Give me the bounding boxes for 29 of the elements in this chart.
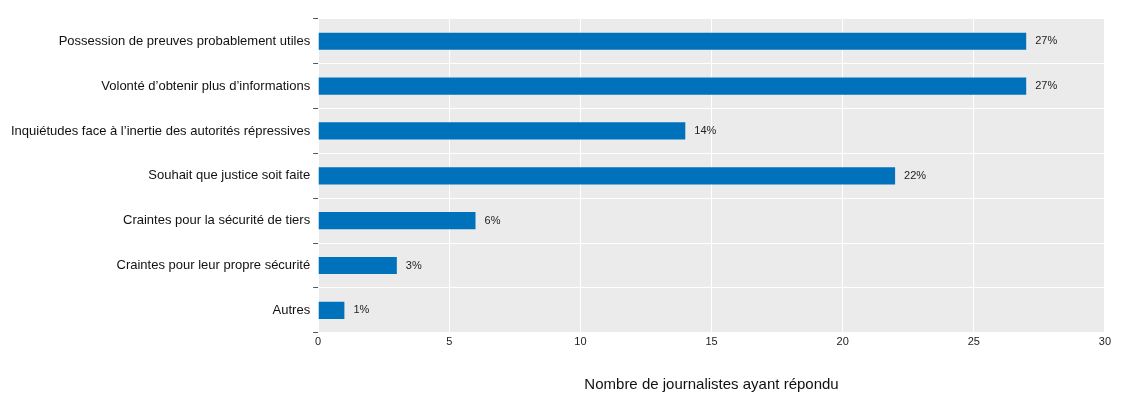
y-tick-label: Craintes pour leur propre sécurité (116, 257, 311, 273)
bar (318, 301, 345, 319)
y-tick-label: Inquiétudes face à l’inertie des autorités répressives (10, 122, 311, 138)
data-label: 1% (353, 303, 370, 316)
y-tick-label: Possession de preuves probablement utiles (58, 32, 311, 48)
bar (318, 122, 686, 140)
data-label: 6% (484, 213, 501, 226)
x-tick-label: 10 (574, 335, 587, 348)
y-tick-label: Souhait que justice soit faite (148, 167, 311, 183)
x-tick-label: 5 (446, 335, 453, 348)
y-tick-label: Autres (272, 301, 311, 317)
x-tick-label: 25 (967, 335, 980, 348)
x-tick-label: 20 (836, 335, 849, 348)
y-tick-label: Volonté d’obtenir plus d’informations (101, 77, 311, 93)
bar (318, 212, 476, 230)
data-label: 27% (1035, 79, 1058, 92)
data-label: 27% (1035, 34, 1058, 47)
bar (318, 167, 896, 185)
x-axis-title: Nombre de journalistes ayant répondu (584, 375, 839, 393)
x-tick-label: 30 (1098, 335, 1112, 348)
data-label: 3% (405, 258, 422, 271)
bar (318, 77, 1027, 95)
bar (318, 256, 397, 275)
data-label: 22% (904, 168, 927, 181)
y-tick-label: Craintes pour la sécurité de tiers (123, 212, 311, 228)
x-tick-label: 0 (315, 335, 322, 348)
x-tick-label: 15 (705, 335, 718, 348)
bar (318, 32, 1027, 50)
data-label: 14% (694, 123, 717, 136)
